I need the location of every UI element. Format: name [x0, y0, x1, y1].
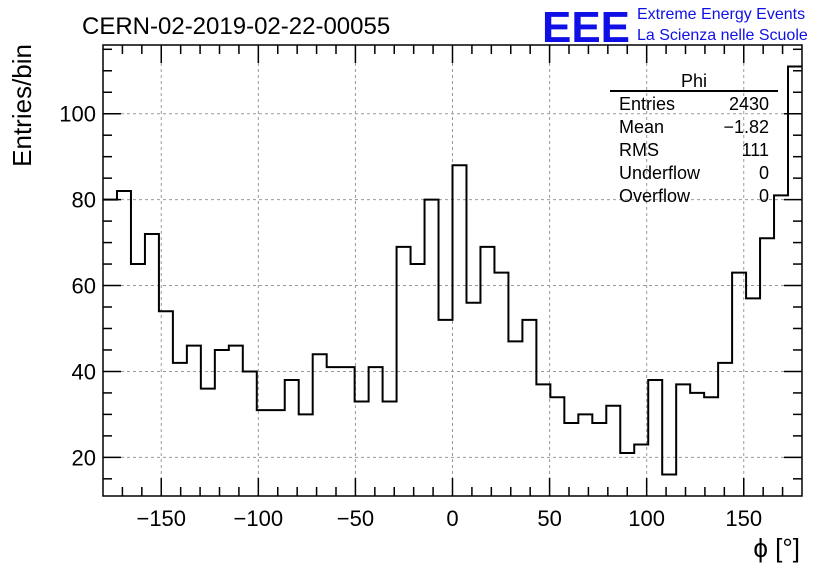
- y-tick-label: 80: [72, 188, 96, 213]
- y-tick-label: 40: [72, 359, 96, 384]
- chart-title: CERN-02-2019-02-22-00055: [82, 13, 390, 40]
- stats-overflow-label: Overflow: [619, 186, 691, 206]
- histogram-series: [103, 65, 802, 476]
- x-tick-label: 0: [446, 506, 458, 531]
- stats-rms-label: RMS: [619, 140, 659, 160]
- stats-rms-value: 111: [742, 140, 769, 160]
- x-tick-label: −150: [136, 506, 186, 531]
- x-tick-label: 100: [628, 506, 665, 531]
- y-tick-label: 100: [59, 102, 96, 127]
- y-tick-label: 20: [72, 445, 96, 470]
- x-axis-label: ϕ [°]: [753, 533, 800, 563]
- stats-overflow-value: 0: [759, 186, 769, 206]
- stats-entries-value: 2430: [729, 94, 769, 114]
- x-tick-label: −100: [234, 506, 284, 531]
- tick-labels: −150 −100 −50 0 50 100 150 20 40 60 80 100: [59, 102, 762, 531]
- stats-underflow-value: 0: [759, 163, 769, 183]
- x-tick-label: −50: [337, 506, 374, 531]
- stats-title: Phi: [681, 71, 707, 91]
- y-axis-label: Entries/bin: [7, 44, 37, 167]
- stats-mean-label: Mean: [619, 117, 664, 137]
- x-tick-label: 50: [537, 506, 561, 531]
- x-tick-label: 150: [725, 506, 762, 531]
- eee-logo: EEE: [542, 3, 630, 52]
- axis-ticks: [103, 45, 802, 496]
- stats-mean-value: −1.82: [723, 117, 769, 137]
- logo-line-1: Extreme Energy Events: [637, 6, 805, 23]
- stats-underflow-label: Underflow: [619, 163, 701, 183]
- logo-line-2: La Scienza nelle Scuole: [637, 27, 808, 44]
- plot-frame: [102, 44, 803, 497]
- y-tick-label: 60: [72, 274, 96, 299]
- stats-entries-label: Entries: [619, 94, 675, 114]
- stats-box: Phi Entries 2430 Mean −1.82 RMS 111 Unde…: [610, 71, 778, 206]
